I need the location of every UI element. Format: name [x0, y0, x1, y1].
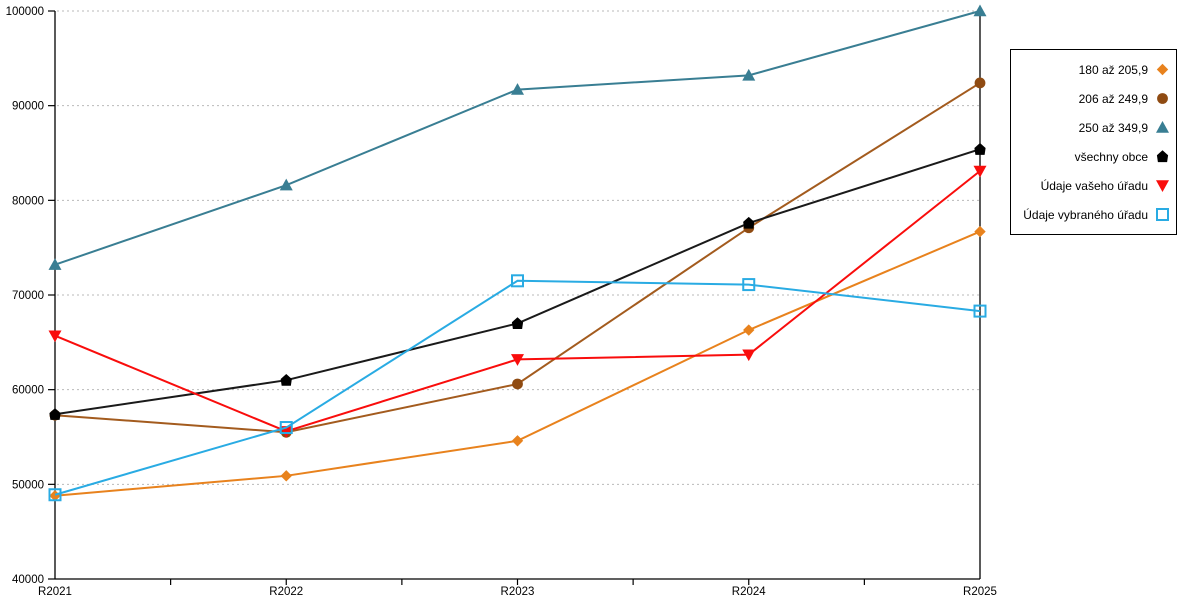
x-tick-label: R2022	[269, 586, 303, 598]
legend-item-range-250-349: 250 až 349,9	[1017, 113, 1170, 142]
series-5	[48, 274, 987, 502]
x-tick-label: R2021	[38, 586, 72, 598]
y-tick-label: 100000	[6, 6, 44, 18]
series-2	[48, 4, 987, 270]
pentagon-marker	[280, 374, 292, 386]
circle-icon	[1155, 91, 1170, 106]
pentagon-marker	[49, 408, 61, 420]
circle-marker	[512, 378, 523, 390]
square-open-marker	[742, 278, 756, 292]
triangle-down-marker	[973, 165, 987, 178]
square-open-marker	[48, 488, 62, 502]
series-line-4	[54, 170, 981, 433]
diamond-marker	[49, 489, 61, 502]
series-line-2	[54, 10, 981, 266]
triangle-up-marker	[742, 68, 756, 81]
legend-item-range-180-205: 180 až 205,9	[1017, 55, 1170, 84]
legend-label: všechny obce	[1074, 149, 1148, 164]
legend-label: 180 až 205,9	[1078, 62, 1148, 77]
series-4	[48, 165, 987, 438]
series-3	[49, 143, 986, 420]
square-open-marker	[1156, 208, 1169, 221]
diamond-icon	[1155, 62, 1170, 77]
legend-label: 250 až 349,9	[1078, 120, 1148, 135]
x-tick-label: R2023	[501, 586, 535, 598]
diamond-marker	[743, 324, 755, 336]
diamond-marker	[280, 470, 292, 482]
y-tick-label: 90000	[12, 101, 44, 113]
triangle-up-marker	[48, 258, 62, 270]
pentagon-icon	[1155, 149, 1170, 164]
y-tick-label: 60000	[12, 385, 44, 397]
circle-marker	[1157, 93, 1168, 104]
legend-item-udaje-vaseho-uradu: Údaje vašeho úřadu	[1017, 171, 1170, 200]
square-open-marker	[279, 421, 293, 435]
diamond-marker	[974, 225, 986, 238]
triangle-up-marker	[1156, 121, 1169, 133]
x-tick-label: R2025	[963, 586, 997, 598]
diamond-marker	[1156, 63, 1169, 76]
x-tick-label: R2024	[732, 586, 766, 598]
y-tick-label: 40000	[12, 574, 44, 586]
legend-label: Údaje vašeho úřadu	[1040, 178, 1148, 193]
square-outline-icon	[1155, 207, 1170, 222]
circle-marker	[974, 77, 986, 89]
triangle-down-marker	[48, 330, 62, 343]
square-open-marker	[973, 304, 987, 318]
y-tick-label: 70000	[12, 290, 44, 302]
square-open-marker	[511, 274, 524, 288]
legend-item-range-206-249: 206 až 249,9	[1017, 84, 1170, 113]
triangle-up-marker	[279, 178, 293, 191]
legend-item-udaje-vybraneho-uradu: Údaje vybraného úřadu	[1017, 200, 1170, 229]
triangle-down-marker	[742, 349, 756, 362]
pentagon-marker	[1156, 150, 1169, 163]
triangle-down-marker	[511, 354, 524, 366]
legend-label: 206 až 249,9	[1078, 91, 1148, 106]
triangle-up-marker	[973, 4, 987, 17]
legend-item-vsechny-obce: všechny obce	[1017, 142, 1170, 171]
series-0	[49, 225, 986, 502]
y-tick-label: 80000	[12, 195, 44, 207]
legend: 180 až 205,9 206 až 249,9 250 až 349,9 v…	[1010, 49, 1177, 235]
pentagon-marker	[511, 317, 524, 329]
series-line-5	[54, 279, 981, 496]
series-1	[49, 77, 986, 438]
pentagon-marker	[974, 143, 986, 155]
diamond-marker	[511, 435, 524, 447]
triangle-up-marker	[511, 83, 524, 95]
y-tick-label: 50000	[12, 479, 44, 491]
legend-label: Údaje vybraného úřadu	[1023, 207, 1148, 222]
triangle-down-marker	[1156, 180, 1169, 192]
triangle-up-icon	[1155, 120, 1170, 135]
triangle-down-icon	[1155, 178, 1170, 193]
pentagon-marker	[743, 216, 755, 229]
